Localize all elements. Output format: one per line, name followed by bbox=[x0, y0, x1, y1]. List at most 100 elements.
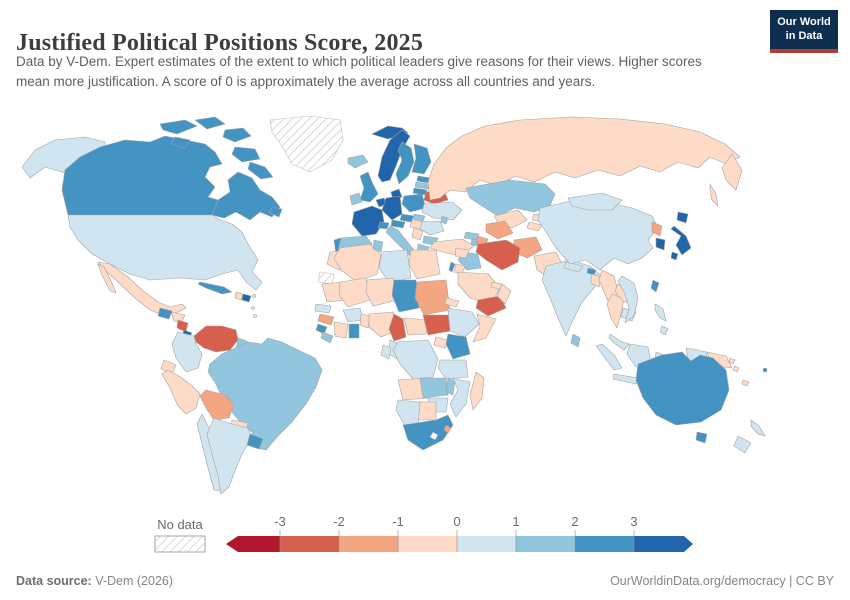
country-sierra-leone[interactable] bbox=[315, 323, 328, 335]
country-new-zealand[interactable] bbox=[733, 435, 752, 454]
country-japan[interactable] bbox=[670, 225, 692, 256]
country-vanuatu[interactable] bbox=[732, 365, 740, 373]
country-tasmania[interactable] bbox=[695, 431, 708, 444]
country-puerto-rico[interactable] bbox=[252, 294, 256, 298]
country-india[interactable] bbox=[541, 259, 602, 337]
attribution-link[interactable]: OurWorldinData.org/democracy | CC BY bbox=[610, 574, 834, 588]
country-canada[interactable] bbox=[61, 135, 223, 216]
country-yemen[interactable] bbox=[475, 295, 507, 317]
country-japan[interactable] bbox=[676, 211, 689, 224]
legend-seg-neg2-neg1[interactable] bbox=[339, 536, 398, 552]
country-serbia[interactable] bbox=[411, 227, 424, 241]
country-canada[interactable] bbox=[170, 136, 191, 149]
country-oman[interactable] bbox=[496, 283, 512, 305]
country-lithuania[interactable] bbox=[412, 187, 428, 196]
country-malaysia[interactable] bbox=[608, 333, 630, 351]
country-svalbard[interactable] bbox=[371, 125, 409, 140]
country-south-sudan[interactable] bbox=[422, 314, 451, 336]
country-libya[interactable] bbox=[378, 249, 412, 283]
country-venezuela[interactable] bbox=[193, 325, 239, 353]
country-israel[interactable] bbox=[448, 261, 456, 273]
country-senegal[interactable] bbox=[314, 303, 332, 314]
country-guinea[interactable] bbox=[317, 313, 335, 326]
country-greenland[interactable] bbox=[269, 115, 344, 173]
country-canada[interactable] bbox=[159, 119, 198, 135]
country-philippines[interactable] bbox=[654, 303, 667, 322]
country-peru[interactable] bbox=[161, 369, 201, 415]
country-iran[interactable] bbox=[475, 239, 521, 271]
country-austria[interactable] bbox=[390, 219, 406, 229]
country-mozambique[interactable] bbox=[449, 377, 471, 418]
country-sri-lanka[interactable] bbox=[570, 333, 581, 348]
country-guatemala[interactable] bbox=[157, 307, 173, 320]
country-dominican-republic[interactable] bbox=[241, 293, 252, 303]
country-ireland[interactable] bbox=[349, 192, 363, 206]
country-lesser-antilles[interactable] bbox=[251, 306, 255, 310]
country-western-sahara[interactable] bbox=[317, 271, 335, 285]
country-tanzania[interactable] bbox=[437, 359, 469, 380]
legend-seg-neg1-0[interactable] bbox=[398, 536, 457, 552]
country-usa[interactable] bbox=[67, 214, 263, 291]
country-kenya[interactable] bbox=[445, 333, 471, 360]
country-sudan[interactable] bbox=[414, 279, 451, 316]
legend-arrow-below-min[interactable] bbox=[226, 536, 280, 552]
country-moldova[interactable] bbox=[440, 215, 449, 225]
country-iceland[interactable] bbox=[347, 154, 369, 169]
country-argentina[interactable] bbox=[206, 417, 253, 495]
country-drc[interactable] bbox=[392, 339, 439, 380]
country-switzerland[interactable] bbox=[377, 221, 390, 230]
country-lesser-antilles[interactable] bbox=[253, 314, 257, 318]
country-ukraine[interactable] bbox=[421, 201, 463, 221]
country-colombia[interactable] bbox=[171, 331, 203, 373]
country-sweden[interactable] bbox=[395, 141, 415, 185]
country-north-korea[interactable] bbox=[651, 221, 663, 237]
country-mexico[interactable] bbox=[97, 261, 187, 317]
legend-seg-neg3-neg2[interactable] bbox=[280, 536, 339, 552]
country-indonesia[interactable] bbox=[595, 343, 623, 371]
country-zambia[interactable] bbox=[419, 377, 449, 399]
country-georgia[interactable] bbox=[463, 231, 480, 241]
country-russia-kamchatka[interactable] bbox=[721, 153, 743, 191]
country-romania[interactable] bbox=[419, 220, 445, 236]
country-ivory-coast[interactable] bbox=[333, 321, 349, 339]
country-cuba[interactable] bbox=[197, 281, 233, 295]
country-uganda[interactable] bbox=[433, 336, 449, 349]
country-russia-sakhalin[interactable] bbox=[709, 183, 719, 207]
country-philippines[interactable] bbox=[659, 325, 669, 336]
country-china[interactable] bbox=[537, 199, 659, 271]
country-germany[interactable] bbox=[381, 195, 403, 221]
country-nigeria[interactable] bbox=[368, 311, 397, 338]
country-syria[interactable] bbox=[454, 247, 470, 259]
no-data-swatch[interactable] bbox=[154, 535, 206, 553]
country-new-zealand[interactable] bbox=[750, 419, 766, 437]
country-haiti[interactable] bbox=[234, 291, 244, 301]
country-finland[interactable] bbox=[411, 143, 432, 175]
country-uruguay[interactable] bbox=[246, 433, 264, 450]
country-eswatini[interactable] bbox=[443, 424, 452, 434]
legend-seg-1-2[interactable] bbox=[516, 536, 575, 552]
country-vietnam[interactable] bbox=[617, 275, 639, 324]
country-czechia[interactable] bbox=[399, 213, 415, 223]
legend-seg-2-3[interactable] bbox=[575, 536, 634, 552]
country-liberia[interactable] bbox=[320, 331, 334, 344]
country-united-kingdom[interactable] bbox=[359, 171, 379, 203]
country-kazakhstan[interactable] bbox=[465, 179, 556, 217]
country-nicaragua[interactable] bbox=[176, 319, 189, 333]
country-malawi[interactable] bbox=[445, 377, 456, 396]
country-mongolia[interactable] bbox=[567, 192, 623, 211]
country-uae[interactable] bbox=[490, 281, 503, 290]
country-bolivia[interactable] bbox=[199, 389, 235, 421]
legend-seg-0-1[interactable] bbox=[457, 536, 516, 552]
country-algeria[interactable] bbox=[333, 243, 382, 283]
country-niger[interactable] bbox=[365, 277, 399, 307]
country-chad[interactable] bbox=[391, 279, 420, 313]
country-france[interactable] bbox=[351, 205, 385, 237]
country-burkina-faso[interactable] bbox=[342, 307, 364, 323]
owid-logo[interactable]: Our World in Data bbox=[770, 10, 838, 53]
country-canada[interactable] bbox=[211, 171, 281, 221]
country-slovakia[interactable] bbox=[412, 213, 426, 222]
country-mali[interactable] bbox=[338, 277, 371, 308]
country-canada[interactable] bbox=[222, 127, 252, 143]
country-indonesia[interactable] bbox=[612, 373, 639, 385]
country-egypt[interactable] bbox=[408, 249, 441, 280]
